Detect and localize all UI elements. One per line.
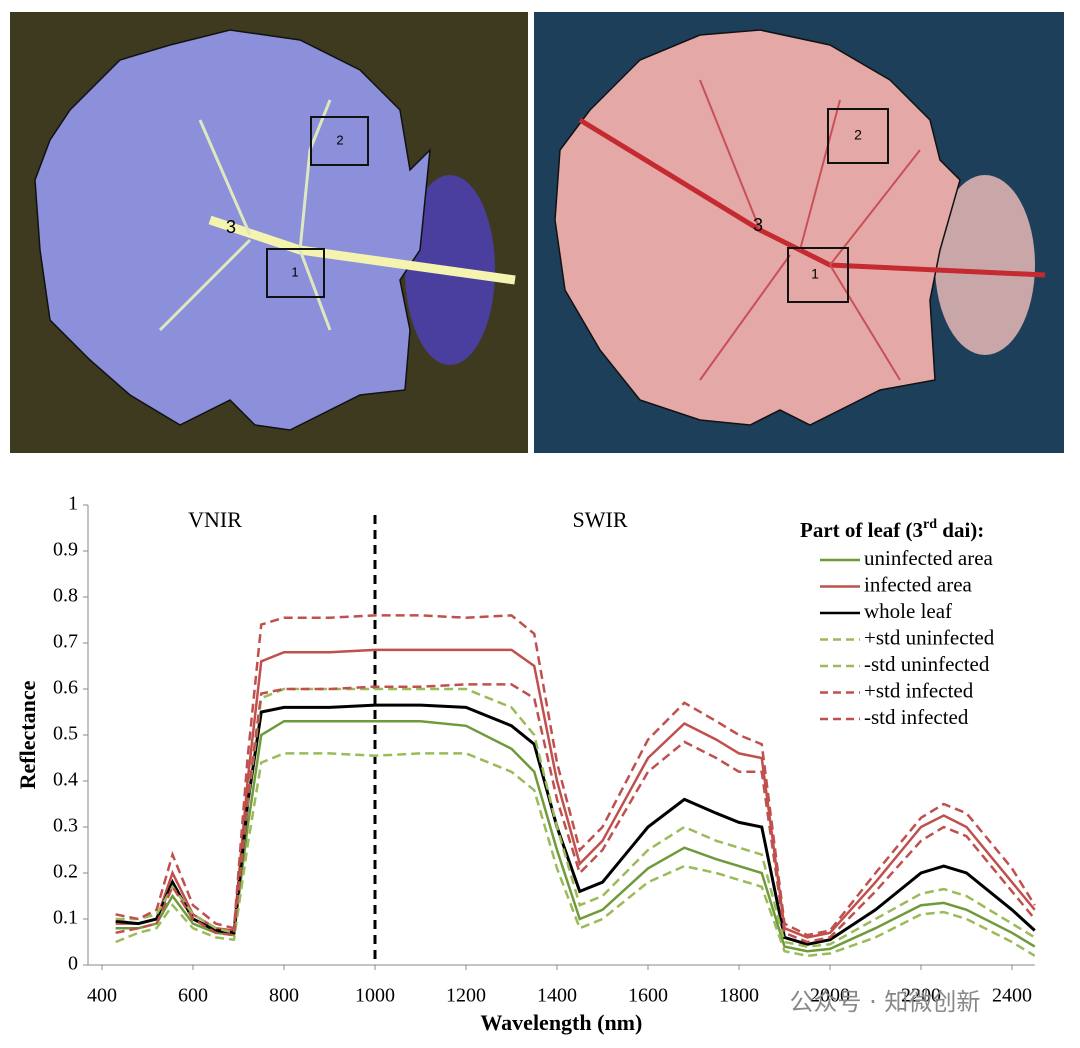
- x-tick-label: 2400: [992, 985, 1032, 1007]
- y-tick-label: 0.8: [53, 585, 78, 607]
- roi-label: 2: [854, 127, 862, 143]
- y-tick-label: 0.3: [53, 815, 78, 837]
- x-axis-label: Wavelength (nm): [480, 1010, 642, 1035]
- roi-box: [310, 116, 369, 166]
- y-tick-label: 0: [68, 953, 78, 975]
- y-axis-label: Reflectance: [15, 680, 40, 789]
- annotation: SWIR: [573, 507, 628, 532]
- series-line: [115, 687, 1036, 948]
- x-tick-label: 600: [178, 985, 208, 1007]
- y-tick-label: 0.5: [53, 723, 78, 745]
- veins: [699, 79, 921, 381]
- y-tick-label: 0.1: [53, 907, 78, 929]
- roi-box: [827, 108, 889, 164]
- legend-title-part: dai):: [937, 518, 984, 542]
- y-tick-label: 0.9: [53, 539, 78, 561]
- legend-label: whole leaf: [864, 599, 952, 623]
- series-line: [115, 752, 1036, 958]
- roi-box: [787, 247, 849, 303]
- y-tick-label: 0.7: [53, 631, 78, 653]
- legend-label: +std infected: [864, 678, 974, 702]
- series-line: [115, 683, 1036, 944]
- x-tick-label: 1800: [719, 985, 759, 1007]
- roi-label: 3: [753, 215, 763, 235]
- series-line: [115, 614, 1036, 937]
- watermark: 公众号 · 知微创新: [790, 988, 981, 1016]
- legend-title-part: rd: [923, 517, 937, 532]
- legend-label: -std infected: [864, 705, 969, 729]
- y-tick-label: 0.6: [53, 677, 78, 699]
- x-tick-label: 1400: [537, 985, 577, 1007]
- swir-image: 2 3 1: [534, 12, 1064, 453]
- annotation: VNIR: [188, 507, 242, 532]
- roi-label: 2: [336, 132, 343, 147]
- x-tick-label: 2000: [810, 985, 850, 1007]
- x-tick-label: 400: [87, 985, 117, 1007]
- series-line: [115, 719, 1036, 953]
- roi-label: 1: [291, 264, 298, 279]
- vnir-image: 2 3 1: [10, 12, 528, 453]
- roi-label: 3: [226, 217, 236, 237]
- side-leaf: [935, 175, 1035, 355]
- x-tick-label: 1200: [446, 985, 486, 1007]
- x-tick-label: 1000: [355, 985, 395, 1007]
- x-tick-label: 1600: [628, 985, 668, 1007]
- x-tick-label: 2200: [901, 985, 941, 1007]
- roi-box: [266, 248, 325, 298]
- legend-title: Part of leaf (3rd dai):: [800, 517, 984, 542]
- legend-label: +std uninfected: [864, 625, 995, 649]
- roi-label: 1: [811, 266, 819, 282]
- legend-label: uninfected area: [864, 546, 994, 570]
- y-tick-label: 1: [68, 493, 78, 515]
- legend-title-part: Part of leaf (3: [800, 518, 923, 542]
- y-tick-label: 0.4: [53, 769, 78, 791]
- x-tick-label: 800: [269, 985, 299, 1007]
- legend-label: infected area: [864, 572, 973, 596]
- legend-label: -std uninfected: [864, 652, 990, 676]
- y-tick-label: 0.2: [53, 861, 78, 883]
